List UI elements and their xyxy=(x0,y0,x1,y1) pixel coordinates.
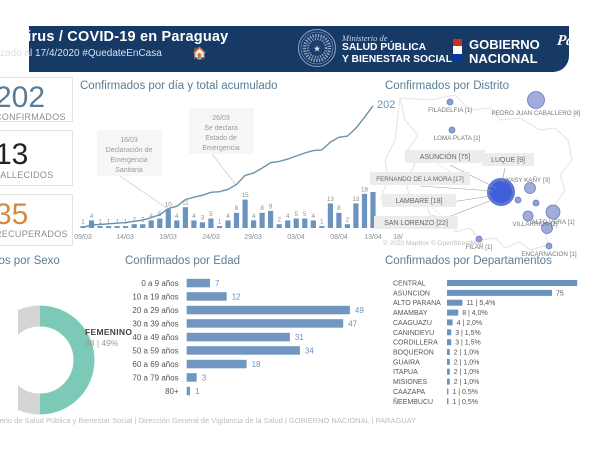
svg-text:ALTO PARANA: ALTO PARANA xyxy=(393,300,441,307)
svg-text:MISIONES: MISIONES xyxy=(393,379,428,386)
svg-text:ITAPUA: ITAPUA xyxy=(393,369,418,376)
svg-text:CANINDEYU: CANINDEYU xyxy=(393,330,434,337)
svg-text:AMAMBAY: AMAMBAY xyxy=(393,310,428,317)
svg-text:ASUNCION: ASUNCION xyxy=(393,290,430,297)
svg-text:ÑEEMBUCU: ÑEEMBUCU xyxy=(393,397,433,406)
svg-text:3 | 1,5%: 3 | 1,5% xyxy=(455,330,481,337)
svg-text:CENTRAL: CENTRAL xyxy=(393,281,426,288)
svg-text:CAAGUAZU: CAAGUAZU xyxy=(393,320,432,327)
svg-text:CAAZAPA: CAAZAPA xyxy=(393,389,425,396)
svg-text:1 | 0,5%: 1 | 0,5% xyxy=(452,389,478,396)
svg-text:2 | 1,0%: 2 | 1,0% xyxy=(454,350,480,357)
svg-text:8 | 4,0%: 8 | 4,0% xyxy=(462,310,488,317)
svg-text:11 | 5,4%: 11 | 5,4% xyxy=(466,300,495,307)
svg-text:3 | 1,5%: 3 | 1,5% xyxy=(455,340,481,347)
svg-text:GUAIRA: GUAIRA xyxy=(393,359,420,366)
svg-text:2 | 1,0%: 2 | 1,0% xyxy=(454,369,480,376)
svg-text:75: 75 xyxy=(556,290,564,297)
svg-text:2 | 1,0%: 2 | 1,0% xyxy=(454,359,480,366)
svg-text:CORDILLERA: CORDILLERA xyxy=(393,340,438,347)
svg-text:1 | 0,5%: 1 | 0,5% xyxy=(452,399,478,406)
svg-text:4 | 2,0%: 4 | 2,0% xyxy=(457,320,483,327)
svg-text:BOQUERON: BOQUERON xyxy=(393,350,434,357)
svg-text:2 | 1,0%: 2 | 1,0% xyxy=(454,379,480,386)
